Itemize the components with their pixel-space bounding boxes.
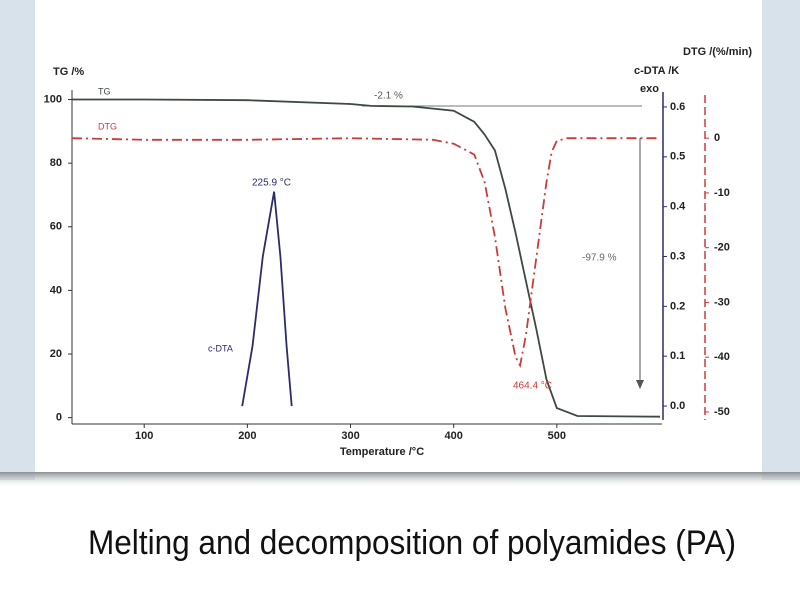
- x-tick-label: 300: [341, 430, 359, 442]
- x-axis-title: Temperature /°C: [340, 446, 424, 458]
- y-tick-label: 80: [50, 157, 62, 169]
- y3-tick-label: -30: [714, 296, 730, 308]
- y3-tick-label: -50: [714, 406, 730, 418]
- series-label: DTG: [98, 121, 117, 131]
- y3-axis-title: DTG /(%/min): [683, 46, 752, 58]
- y3-tick-label: -20: [714, 242, 730, 254]
- series-line: [71, 137, 660, 369]
- series-label: c-DTA: [208, 343, 233, 353]
- series-line: [241, 191, 293, 407]
- y2-tick-label: 0.4: [670, 201, 686, 213]
- annotation: 225.9 °C: [252, 178, 291, 189]
- y3-tick-label: 0: [714, 132, 720, 144]
- y2-tick-label: 0.5: [670, 151, 685, 163]
- x-tick-label: 200: [238, 430, 256, 442]
- y3-tick-label: -40: [714, 351, 730, 363]
- y2-tick-label: 0.3: [670, 250, 685, 262]
- shadow: [0, 472, 800, 488]
- caption: Melting and decomposition of polyamides …: [88, 524, 736, 562]
- y-tick-label: 20: [50, 348, 62, 360]
- series-line: [72, 98, 661, 418]
- series-label: TG: [98, 86, 111, 96]
- annotation: 464.4 °C: [513, 381, 552, 392]
- y3-tick-label: -10: [714, 187, 730, 199]
- x-tick-label: 100: [135, 430, 153, 442]
- y-tick-label: 100: [44, 93, 62, 105]
- annotation: -97.9 %: [582, 253, 617, 264]
- y-tick-label: 40: [50, 284, 62, 296]
- x-tick-label: 500: [548, 430, 566, 442]
- side-panel: [762, 0, 800, 480]
- x-tick-label: 400: [445, 430, 463, 442]
- y2-tick-label: 0.0: [670, 400, 685, 412]
- y-tick-label: 0: [56, 412, 62, 424]
- y2-tick-label: 0.2: [670, 300, 685, 312]
- y-tick-label: 60: [50, 221, 62, 233]
- y2-axis-title: c-DTA /K: [634, 65, 679, 77]
- y2-tick-label: 0.1: [670, 350, 685, 362]
- arrow-head: [636, 380, 644, 389]
- annotation: -2.1 %: [374, 91, 403, 102]
- y2-tick-label: 0.6: [670, 101, 685, 113]
- y2-axis-note: exo: [640, 83, 659, 95]
- y-axis-title: TG /%: [53, 66, 84, 78]
- side-panel: [0, 0, 35, 480]
